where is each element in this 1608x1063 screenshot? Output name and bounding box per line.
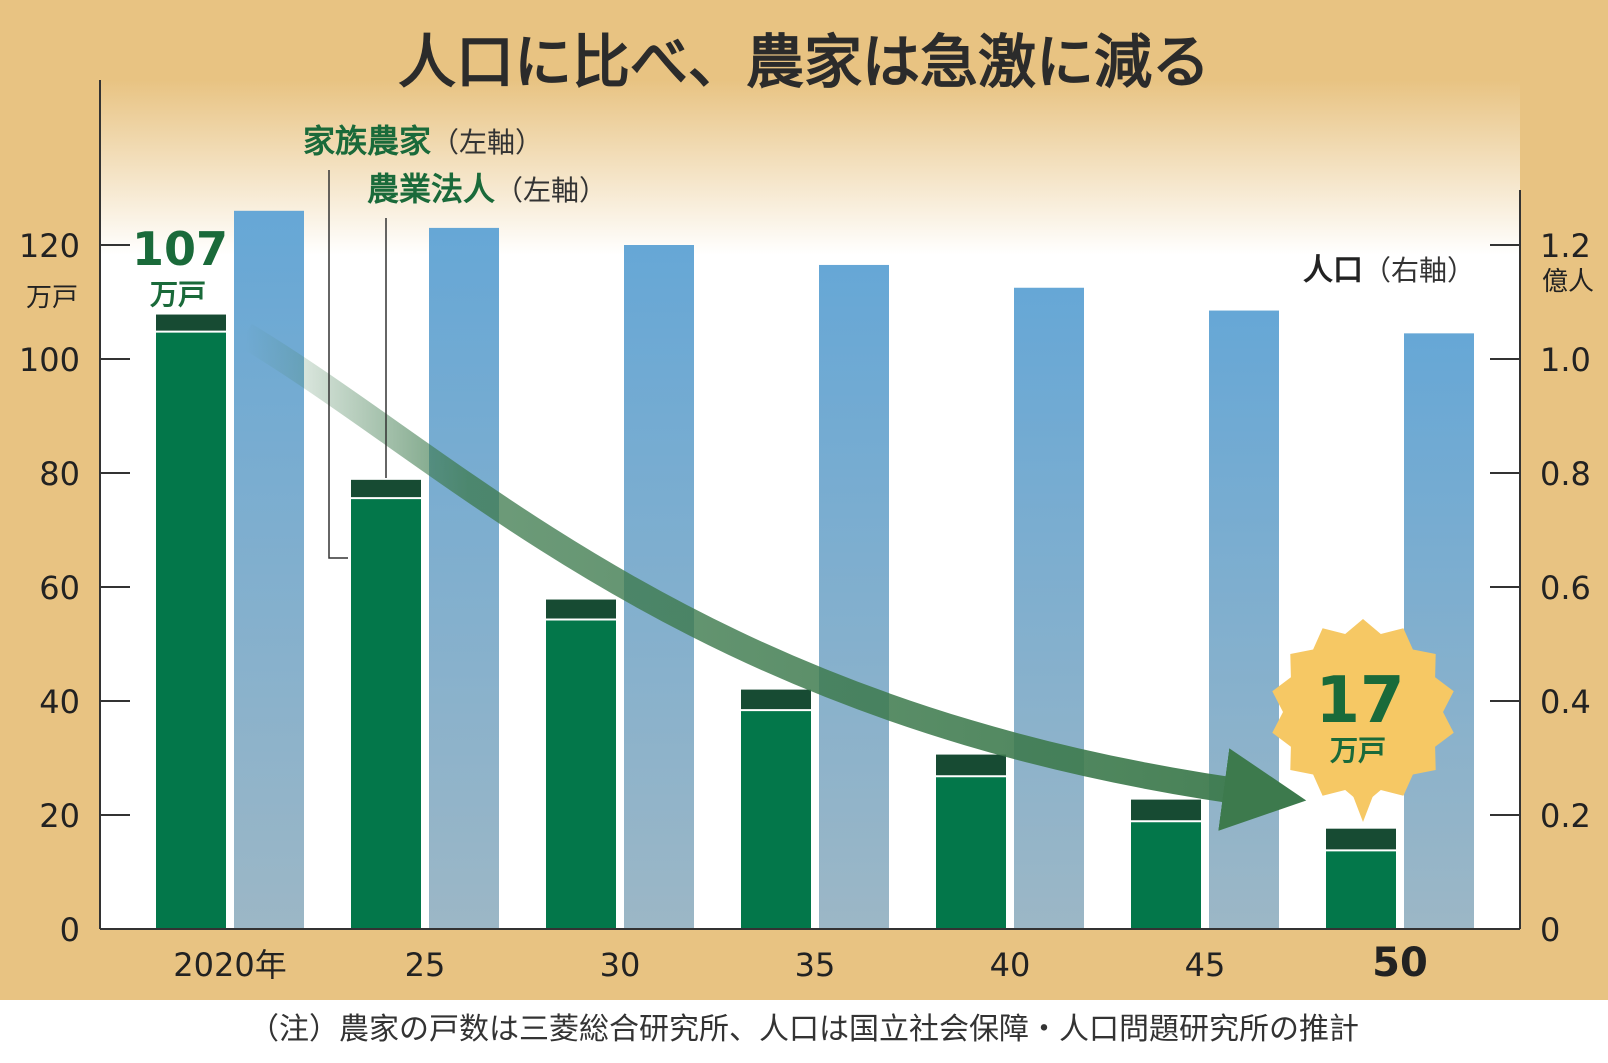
right-axis-tick-label: 1.0 — [1540, 341, 1591, 379]
legend-population: 人口（右軸） — [1303, 253, 1475, 288]
legend-population-axis: （右軸） — [1363, 254, 1475, 287]
badge-star — [1272, 619, 1454, 805]
x-axis-tick-label: 30 — [600, 946, 641, 984]
bar-corporate-farm — [546, 599, 616, 620]
bar-population — [819, 264, 889, 929]
trend-arrow — [238, 323, 1307, 831]
source-note: （注）農家の戸数は三菱総合研究所、人口は国立社会保障・人口問題研究所の推計 — [249, 1012, 1359, 1047]
left-axis-tick-label: 40 — [39, 683, 80, 721]
end-badge: 17 万戸 — [1272, 619, 1454, 822]
bar-corporate-farm — [1131, 799, 1201, 822]
legend-family-farm-axis: （左軸） — [431, 126, 543, 159]
right-axis-tick-label: 0.8 — [1540, 455, 1591, 493]
legend-corp-farm-axis: （左軸） — [495, 174, 607, 207]
x-axis-tick-label: 45 — [1185, 946, 1226, 984]
start-unit-label: 万戸 — [150, 278, 206, 311]
left-axis-unit: 万戸 — [26, 283, 78, 313]
legend-corp-farm: 農業法人（左軸） — [367, 170, 607, 208]
badge-pointer — [1350, 788, 1376, 822]
x-axis-tick-label: 2020年 — [173, 946, 286, 984]
bar-population — [1014, 287, 1084, 929]
bars — [156, 210, 1474, 930]
bar-family-farm — [1131, 821, 1201, 929]
end-unit-label: 万戸 — [1330, 734, 1386, 767]
x-axis-tick-label: 25 — [405, 946, 446, 984]
chart-title: 人口に比べ、農家は急激に減る — [398, 28, 1210, 96]
left-axis: 0 20 40 60 80 100 120 万戸 — [19, 227, 130, 949]
legend-leader-family — [328, 170, 348, 559]
x-axis-tick-label: 50 — [1372, 940, 1428, 986]
left-axis-tick-label: 100 — [19, 341, 80, 379]
bar-population — [234, 210, 304, 930]
bar-family-farm — [351, 498, 421, 929]
bar-population — [1209, 310, 1279, 929]
right-axis-tick-label: 1.2 — [1540, 227, 1591, 265]
bar-corporate-farm — [156, 314, 226, 332]
bar-family-farm — [546, 619, 616, 929]
x-axis-tick-label: 35 — [795, 946, 836, 984]
left-axis-tick-label: 60 — [39, 569, 80, 607]
bar-population — [429, 227, 499, 929]
legend-population-name: 人口 — [1303, 253, 1363, 288]
plot-area-top — [100, 80, 1520, 255]
x-axis-tick-label: 40 — [990, 946, 1031, 984]
bar-family-farm — [1326, 850, 1396, 929]
right-axis-tick-label: 0 — [1540, 911, 1560, 949]
x-axis: 2020年 25 30 35 40 45 50 — [173, 940, 1428, 986]
bar-corporate-farm — [1326, 828, 1396, 851]
left-axis-tick-label: 80 — [39, 455, 80, 493]
bar-corporate-farm — [936, 754, 1006, 777]
start-value-label: 107 — [132, 222, 228, 276]
left-axis-tick-label: 20 — [39, 797, 80, 835]
right-axis-tick-label: 0.4 — [1540, 683, 1591, 721]
right-axis-tick-label: 0.6 — [1540, 569, 1591, 607]
legend-corp-farm-name: 農業法人 — [367, 170, 495, 208]
end-value-label: 17 — [1315, 664, 1404, 738]
bar-corporate-farm — [351, 479, 421, 499]
right-axis: 0 0.2 0.4 0.6 0.8 1.0 1.2億人 — [1490, 227, 1594, 949]
bar-family-farm — [936, 776, 1006, 929]
bar-family-farm — [156, 331, 226, 929]
right-axis-unit: 億人 — [1542, 267, 1594, 297]
left-axis-tick-label: 120 — [19, 227, 80, 265]
right-axis-tick-label: 0.2 — [1540, 797, 1591, 835]
left-axis-tick-label: 0 — [60, 911, 80, 949]
bar-chart: 人口に比べ、農家は急激に減る 0 20 40 60 80 100 120 万戸 0 0.2 0.4… — [19, 28, 1594, 986]
bar-family-farm — [741, 710, 811, 929]
bar-corporate-farm — [741, 689, 811, 711]
bar-population — [1404, 333, 1474, 930]
legend-family-farm: 家族農家（左軸） — [303, 122, 543, 160]
legend-family-farm-name: 家族農家 — [303, 122, 431, 160]
